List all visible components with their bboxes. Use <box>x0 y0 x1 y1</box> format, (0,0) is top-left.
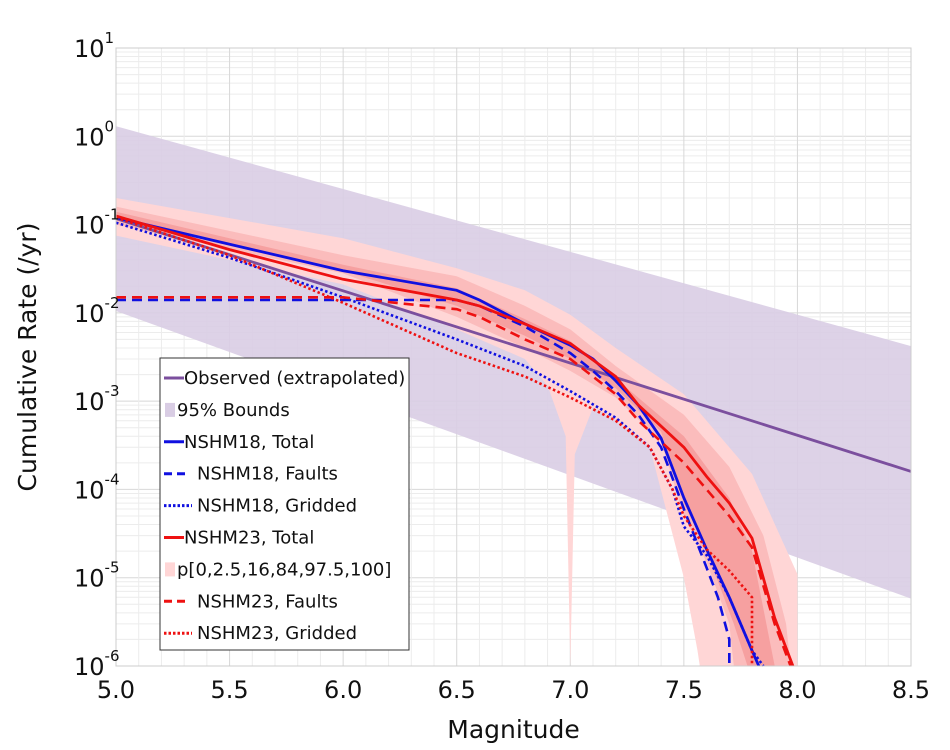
y-tick-label: 10-2 <box>74 294 120 328</box>
y-tick-label: 10-1 <box>74 206 120 240</box>
legend-item: 95% Bounds <box>165 400 290 421</box>
x-tick-label: 6.0 <box>324 676 362 704</box>
x-tick-labels: 5.0 5.5 6.0 6.5 7.0 7.5 8.0 8.5 <box>97 676 930 704</box>
plot-frame <box>115 47 912 667</box>
legend-label: NSHM23, Gridded <box>197 623 357 644</box>
legend-item: NSHM23, Gridded <box>164 623 357 644</box>
legend-label: NSHM23, Total <box>184 528 314 549</box>
legend-item: Observed (extrapolated) <box>164 368 405 389</box>
legend-label: NSHM18, Faults <box>197 464 338 485</box>
series-nshm23-total <box>115 214 795 667</box>
x-tick-label: 5.0 <box>97 676 135 704</box>
legend-swatch <box>165 402 175 417</box>
x-tick-label: 7.5 <box>665 676 703 704</box>
series-observed-extrapolated- <box>115 217 912 473</box>
y-tick-label: 101 <box>74 29 114 63</box>
y-axis-title: Cumulative Rate (/yr) <box>13 223 42 492</box>
legend: Observed (extrapolated) 95% Bounds NSHM18,… <box>159 357 410 651</box>
legend-label: 95% Bounds <box>177 400 290 421</box>
y-tick-label: 10-6 <box>74 647 120 681</box>
legend-label: Observed (extrapolated) <box>184 368 405 389</box>
legend-swatch <box>165 562 175 577</box>
legend-item: NSHM23, Faults <box>164 591 338 612</box>
legend-item: NSHM18, Gridded <box>164 496 357 517</box>
legend-item: NSHM23, Total <box>164 528 314 549</box>
x-tick-label: 8.5 <box>892 676 930 704</box>
x-tick-label: 6.5 <box>438 676 476 704</box>
legend-box <box>159 357 410 651</box>
legend-item: NSHM18, Total <box>164 432 314 453</box>
legend-label: NSHM18, Total <box>184 432 314 453</box>
y-tick-labels: 10-6 10-5 10-4 10-3 10-2 10-1 100 101 <box>74 29 120 681</box>
legend-item: p[0,2.5,16,84,97.5,100] <box>165 559 391 580</box>
x-axis-title: Magnitude <box>447 715 579 744</box>
series-lines <box>115 214 912 667</box>
y-tick-label: 10-4 <box>74 470 120 504</box>
y-tick-label: 100 <box>74 117 114 151</box>
y-tick-label: 10-5 <box>74 559 120 593</box>
y-tick-label: 10-3 <box>74 382 120 416</box>
x-tick-label: 5.5 <box>210 676 248 704</box>
legend-label: NSHM23, Faults <box>197 591 338 612</box>
series-nshm23-faults <box>116 296 792 667</box>
legend-label: NSHM18, Gridded <box>197 496 357 517</box>
x-tick-label: 7.0 <box>551 676 589 704</box>
legend-label: p[0,2.5,16,84,97.5,100] <box>177 559 391 580</box>
legend-item: NSHM18, Faults <box>164 464 338 485</box>
x-tick-label: 8.0 <box>778 676 816 704</box>
